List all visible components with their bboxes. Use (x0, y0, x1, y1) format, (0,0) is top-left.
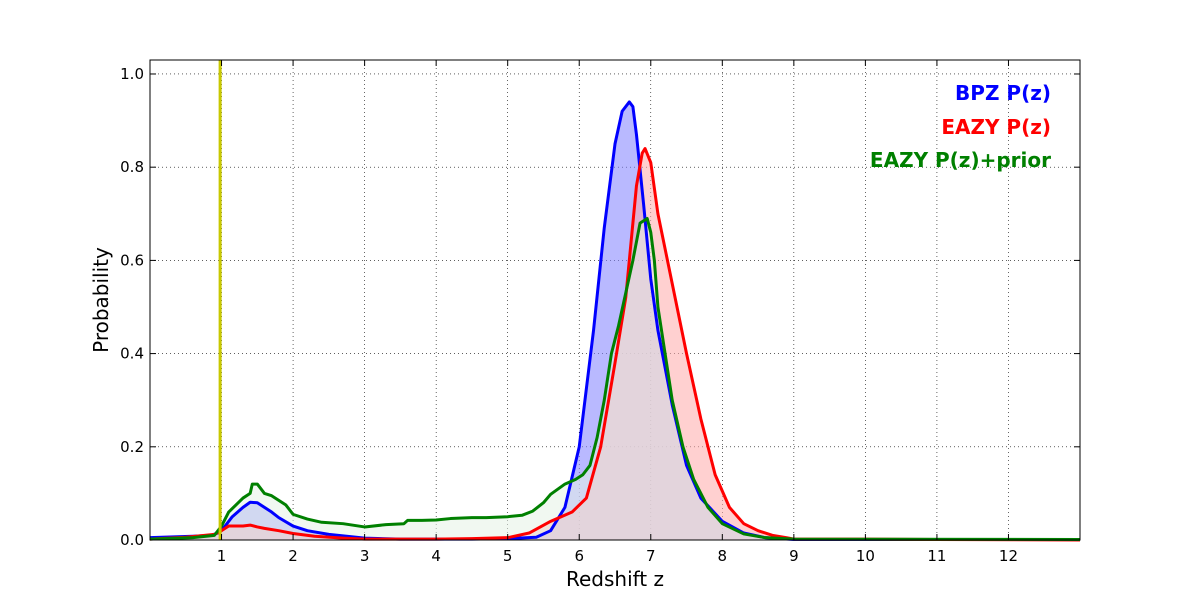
x-tick-label: 1 (217, 547, 227, 565)
x-tick-label: 6 (574, 547, 584, 565)
x-tick-label: 10 (856, 547, 875, 565)
x-tick-label: 4 (431, 547, 441, 565)
x-tick-label: 2 (288, 547, 298, 565)
series-lines (149, 100, 1081, 542)
area-eazy-prior (150, 218, 1080, 540)
line-eazy-prior (149, 216, 1081, 542)
x-tick-label: 11 (927, 547, 946, 565)
line-eazy (149, 147, 1081, 542)
y-tick-label: 0.4 (120, 345, 144, 363)
x-tick-label: 5 (503, 547, 513, 565)
x-axis-label: Redshift z (566, 567, 664, 591)
axis-ticks: 1 2 3 4 5 6 7 8 9 10 11 120.00.20.40.60.81.0 (120, 60, 1080, 565)
legend-entry-bpz: BPZ P(z) (955, 81, 1051, 105)
y-tick-label: 0.0 (120, 531, 144, 549)
y-axis-label: Probability (89, 247, 113, 353)
series-areas (150, 101, 1080, 541)
y-tick-label: 1.0 (120, 65, 144, 83)
x-tick-label: 3 (360, 547, 370, 565)
y-tick-label: 0.8 (120, 158, 144, 176)
legend-entry-eazy: EAZY P(z) (941, 115, 1051, 139)
x-tick-label: 9 (789, 547, 799, 565)
area-bpz (150, 101, 1080, 540)
x-tick-label: 12 (999, 547, 1018, 565)
x-tick-label: 7 (646, 547, 656, 565)
plot-frame (149, 59, 1081, 541)
x-tick-label: 8 (718, 547, 728, 565)
y-tick-label: 0.2 (120, 438, 144, 456)
legend-entry-eazy-prior: EAZY P(z)+prior (870, 148, 1051, 172)
legend: BPZ P(z) EAZY P(z) EAZY P(z)+prior (870, 81, 1051, 172)
y-tick-label: 0.6 (120, 251, 144, 269)
